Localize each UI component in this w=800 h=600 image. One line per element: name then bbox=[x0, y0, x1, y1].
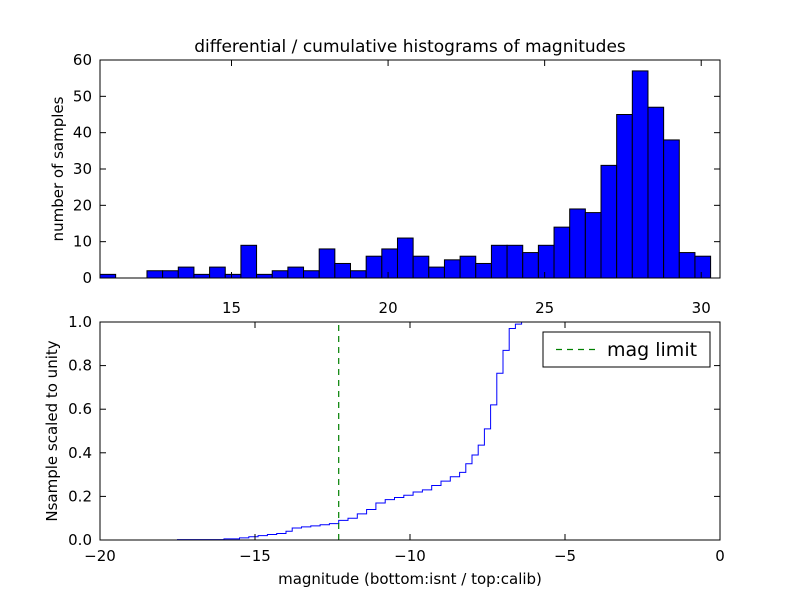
histogram-bar bbox=[459, 255, 477, 279]
histogram-bar bbox=[569, 208, 586, 279]
y-tick-label: 1.0 bbox=[68, 313, 92, 331]
y-tick-label: 40 bbox=[73, 124, 92, 142]
bottom-y-axis-label: Nsample scaled to unity bbox=[43, 340, 61, 521]
y-tick-label: 0.4 bbox=[68, 444, 92, 462]
x-tick-label: 20 bbox=[379, 299, 398, 317]
x-tick-label: 30 bbox=[692, 299, 711, 317]
cumulative-step-line bbox=[100, 321, 720, 541]
y-tick-label: 0 bbox=[82, 269, 92, 287]
histogram-bar bbox=[334, 262, 352, 279]
x-tick-label: −20 bbox=[84, 547, 116, 565]
y-tick-label: 0.0 bbox=[68, 531, 92, 549]
histogram-bar bbox=[490, 244, 508, 279]
histogram-bar bbox=[553, 226, 571, 279]
histogram-bar bbox=[224, 273, 242, 279]
histogram-bar bbox=[584, 212, 602, 279]
histogram-bar bbox=[287, 266, 305, 279]
histogram-bar bbox=[663, 139, 680, 279]
histogram-bar bbox=[146, 270, 164, 279]
y-tick-label: 60 bbox=[73, 51, 92, 69]
histogram-bar bbox=[162, 270, 179, 279]
bottom-series-group bbox=[100, 321, 720, 541]
histogram-bar bbox=[475, 262, 492, 279]
y-tick-label: 0.2 bbox=[68, 487, 92, 505]
top-bars-group bbox=[99, 70, 712, 279]
histogram-bar bbox=[647, 106, 665, 279]
histogram-bar bbox=[350, 270, 367, 279]
x-tick-label: 25 bbox=[535, 299, 554, 317]
histogram-bar bbox=[694, 255, 712, 279]
y-tick-label: 20 bbox=[73, 196, 92, 214]
histogram-bar bbox=[537, 244, 555, 279]
x-tick-label: −15 bbox=[239, 547, 271, 565]
top-y-ticks: 0 10 20 30 40 50 60 bbox=[73, 51, 720, 287]
top-y-axis-label: number of samples bbox=[49, 96, 67, 241]
histogram-bar bbox=[443, 259, 461, 279]
y-tick-label: 10 bbox=[73, 233, 92, 251]
histogram-bar bbox=[600, 164, 618, 279]
histogram-bar bbox=[428, 266, 445, 279]
histogram-bar bbox=[522, 252, 539, 279]
histogram-bar bbox=[318, 248, 336, 279]
y-tick-label: 0.6 bbox=[68, 400, 92, 418]
x-tick-label: −10 bbox=[394, 547, 426, 565]
histogram-bar bbox=[99, 273, 117, 279]
histogram-bar bbox=[396, 237, 414, 279]
histogram-bar bbox=[678, 252, 696, 279]
histogram-bar bbox=[616, 114, 633, 279]
y-tick-label: 50 bbox=[73, 87, 92, 105]
histogram-bar bbox=[209, 266, 226, 279]
histogram-bar bbox=[631, 70, 649, 279]
x-tick-label: −5 bbox=[554, 547, 576, 565]
y-tick-label: 0.8 bbox=[68, 357, 92, 375]
bottom-y-ticks: 0.0 0.2 0.4 0.6 0.8 1.0 bbox=[68, 313, 720, 549]
y-tick-label: 30 bbox=[73, 160, 92, 178]
histogram-bar bbox=[381, 248, 398, 279]
histogram-bar bbox=[177, 266, 195, 279]
histogram-bar bbox=[271, 270, 289, 279]
histogram-bar bbox=[240, 244, 258, 279]
histogram-bar bbox=[365, 255, 383, 279]
x-tick-label: 0 bbox=[715, 547, 725, 565]
legend: mag limit bbox=[542, 331, 711, 368]
top-histogram-panel: differential / cumulative histograms of … bbox=[49, 37, 721, 317]
legend-label-mag-limit: mag limit bbox=[607, 339, 697, 361]
histogram-bar bbox=[193, 273, 211, 279]
bottom-x-axis-label: magnitude (bottom:isnt / top:calib) bbox=[278, 570, 542, 588]
histogram-bar bbox=[412, 255, 430, 279]
bottom-cumulative-panel: 0.0 0.2 0.4 0.6 0.8 1.0 −20 −15 −10 −5 0 magnitud… bbox=[43, 313, 725, 588]
x-tick-label: 15 bbox=[222, 299, 241, 317]
bottom-x-ticks: −20 −15 −10 −5 0 bbox=[84, 322, 725, 565]
top-chart-title: differential / cumulative histograms of … bbox=[194, 37, 626, 57]
histogram-bar bbox=[256, 273, 273, 279]
histogram-bar bbox=[303, 270, 320, 279]
top-x-ticks: 15 20 25 30 bbox=[222, 60, 711, 317]
histogram-bar bbox=[506, 244, 524, 279]
